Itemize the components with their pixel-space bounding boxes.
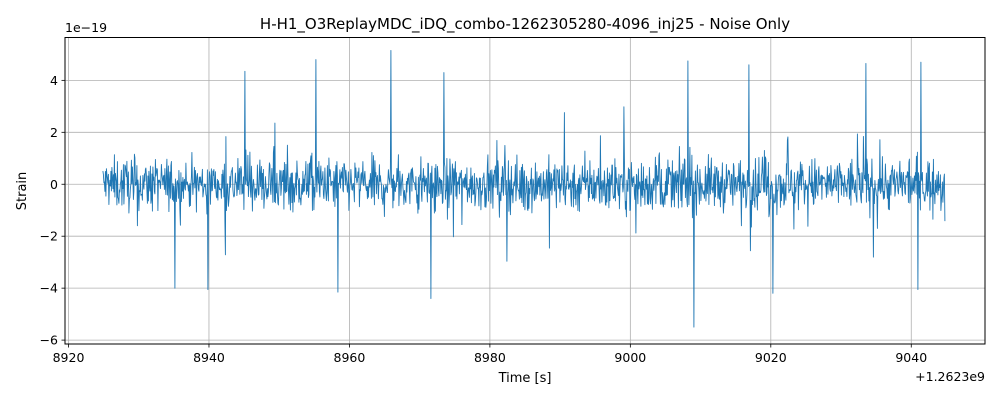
x-tick-label: 8920 (53, 350, 85, 365)
y-tick-label: 2 (50, 125, 58, 140)
x-tick-label: 9040 (895, 350, 927, 365)
x-axis-ticks: 8920 8940 8960 8980 9000 9020 9040 (53, 344, 927, 365)
y-tick-label: −6 (40, 333, 58, 348)
x-tick-label: 9020 (755, 350, 787, 365)
y-tick-label: 4 (50, 73, 58, 88)
x-offset-label: +1.2623e9 (915, 369, 985, 384)
y-tick-label: −4 (40, 281, 58, 296)
x-tick-label: 9000 (614, 350, 646, 365)
x-tick-label: 8940 (193, 350, 225, 365)
x-axis-label: Time [s] (498, 371, 552, 386)
strain-line (102, 50, 946, 328)
x-tick-label: 8980 (474, 350, 506, 365)
y-axis-ticks: −6 −4 −2 0 2 4 (40, 73, 65, 348)
chart-title: H-H1_O3ReplayMDC_iDQ_combo-1262305280-40… (260, 15, 790, 34)
strain-series (102, 50, 946, 328)
y-axis-label: Strain (15, 172, 30, 211)
y-tick-label: −2 (40, 229, 58, 244)
axes-frame (64, 37, 986, 345)
y-scale-label: 1e−19 (65, 20, 107, 35)
y-tick-label: 0 (50, 177, 58, 192)
x-tick-label: 8960 (334, 350, 366, 365)
